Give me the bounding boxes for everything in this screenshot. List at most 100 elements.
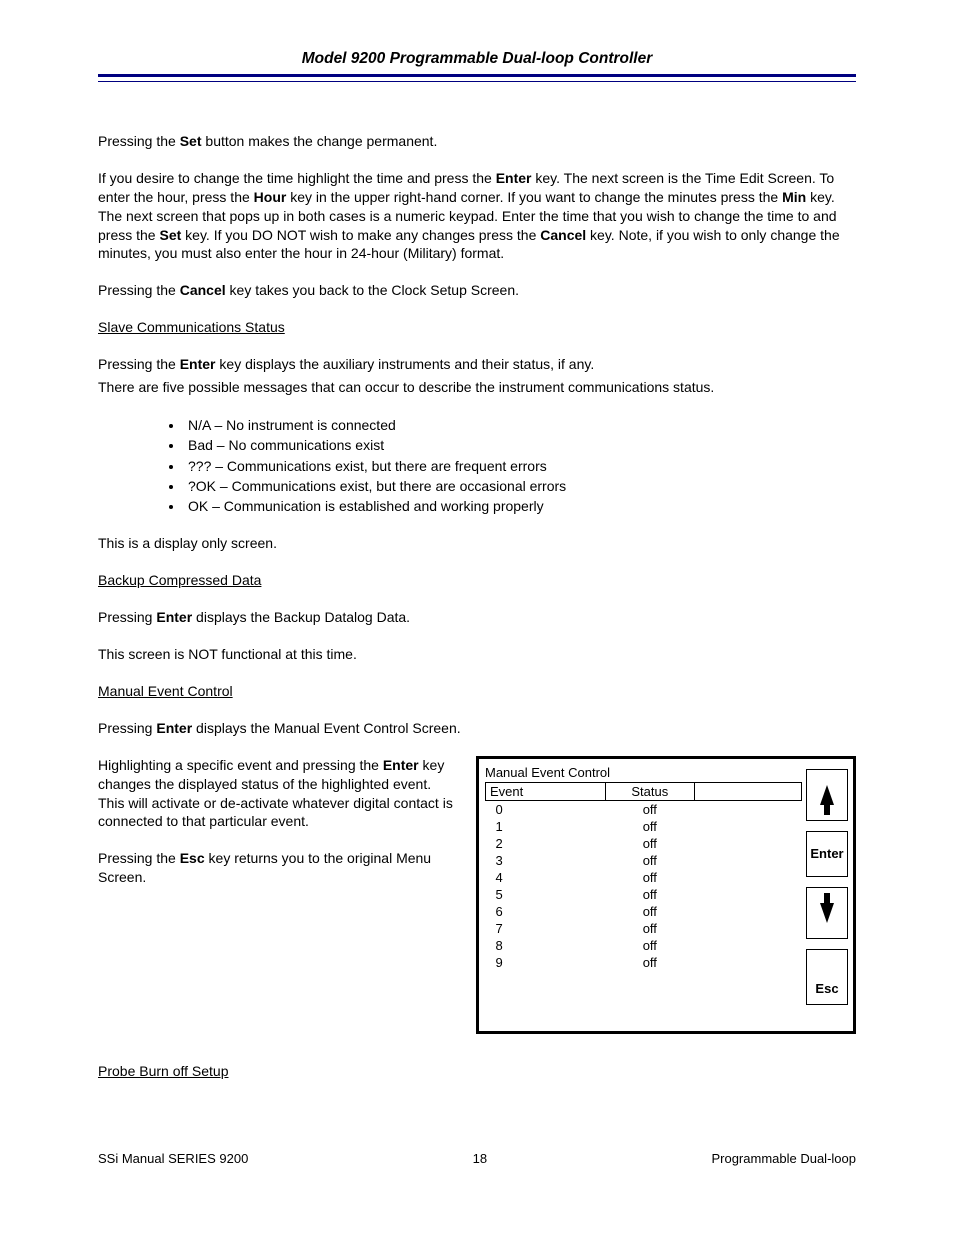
paragraph-manual-event-screen: Pressing Enter displays the Manual Event…: [98, 719, 856, 738]
arrow-down-icon: [820, 903, 834, 923]
col-status: Status: [606, 782, 694, 800]
key-enter: Enter: [156, 609, 192, 625]
event-id: 0: [486, 800, 606, 818]
section-backup-data: Backup Compressed Data: [98, 571, 856, 590]
enter-label: Enter: [810, 846, 843, 861]
key-cancel: Cancel: [540, 227, 586, 243]
event-status-table: Event Status 0off 1off 2off 3off 4off 5o…: [485, 782, 802, 971]
text: Pressing the: [98, 850, 180, 866]
two-column-layout: Highlighting a specific event and pressi…: [98, 756, 856, 1034]
footer-right: Programmable Dual-loop: [711, 1151, 856, 1166]
list-item: ??? – Communications exist, but there ar…: [184, 456, 856, 476]
col-event: Event: [486, 782, 606, 800]
event-status: off: [606, 920, 694, 937]
text: key takes you back to the Clock Setup Sc…: [226, 282, 519, 298]
table-row[interactable]: 4off: [486, 869, 802, 886]
table-row[interactable]: 1off: [486, 818, 802, 835]
footer-page-number: 18: [473, 1151, 487, 1166]
screen-button-column: Enter Esc: [806, 765, 848, 1026]
table-row[interactable]: 3off: [486, 852, 802, 869]
paragraph-highlight-event: Highlighting a specific event and pressi…: [98, 756, 456, 832]
paragraph-esc-return: Pressing the Esc key returns you to the …: [98, 849, 456, 887]
page: Model 9200 Programmable Dual-loop Contro…: [0, 0, 954, 1206]
section-slave-comm: Slave Communications Status: [98, 318, 856, 337]
text: button makes the change permanent.: [202, 133, 438, 149]
text: key. If you DO NOT wish to make any chan…: [181, 227, 540, 243]
status-messages-list: N/A – No instrument is connected Bad – N…: [98, 415, 856, 516]
key-enter: Enter: [383, 757, 419, 773]
event-id: 8: [486, 937, 606, 954]
text: Pressing the: [98, 282, 180, 298]
event-status: off: [606, 800, 694, 818]
paragraph-aux-instruments: Pressing the Enter key displays the auxi…: [98, 355, 856, 374]
key-enter: Enter: [156, 720, 192, 736]
manual-event-control-screen: Manual Event Control Event Status 0off 1…: [476, 756, 856, 1034]
paragraph-cancel-back: Pressing the Cancel key takes you back t…: [98, 281, 856, 300]
event-id: 4: [486, 869, 606, 886]
event-id: 7: [486, 920, 606, 937]
esc-label: Esc: [815, 981, 838, 996]
event-id: 6: [486, 903, 606, 920]
paragraph-set-permanent: Pressing the Set button makes the change…: [98, 132, 856, 151]
table-header-row: Event Status: [486, 782, 802, 800]
text: Highlighting a specific event and pressi…: [98, 757, 383, 773]
event-id: 2: [486, 835, 606, 852]
table-row[interactable]: 0off: [486, 800, 802, 818]
list-item: Bad – No communications exist: [184, 435, 856, 455]
event-status: off: [606, 852, 694, 869]
key-esc: Esc: [180, 850, 205, 866]
header-rule-thin: [98, 81, 856, 82]
arrow-up-icon: [820, 785, 834, 805]
key-enter: Enter: [180, 356, 216, 372]
event-status: off: [606, 818, 694, 835]
text: displays the Manual Event Control Screen…: [192, 720, 460, 736]
text: Pressing: [98, 720, 156, 736]
event-status: off: [606, 869, 694, 886]
screen-title: Manual Event Control: [485, 765, 802, 780]
event-status: off: [606, 903, 694, 920]
key-hour: Hour: [254, 189, 287, 205]
event-status: off: [606, 954, 694, 971]
page-header-title: Model 9200 Programmable Dual-loop Contro…: [98, 50, 856, 68]
table-row[interactable]: 8off: [486, 937, 802, 954]
table-row[interactable]: 6off: [486, 903, 802, 920]
key-min: Min: [782, 189, 806, 205]
enter-button[interactable]: Enter: [806, 831, 848, 877]
text: Pressing: [98, 609, 156, 625]
text: key in the upper right-hand corner. If y…: [286, 189, 782, 205]
screen-main-area: Manual Event Control Event Status 0off 1…: [485, 765, 802, 1026]
text: Pressing the: [98, 356, 180, 372]
paragraph-backup-datalog: Pressing Enter displays the Backup Datal…: [98, 608, 856, 627]
event-id: 1: [486, 818, 606, 835]
list-item: N/A – No instrument is connected: [184, 415, 856, 435]
key-enter: Enter: [496, 170, 532, 186]
event-status: off: [606, 835, 694, 852]
paragraph-time-edit: If you desire to change the time highlig…: [98, 169, 856, 263]
key-cancel: Cancel: [180, 282, 226, 298]
paragraph-not-functional: This screen is NOT functional at this ti…: [98, 645, 856, 664]
key-set: Set: [159, 227, 181, 243]
table-row[interactable]: 5off: [486, 886, 802, 903]
table-row[interactable]: 7off: [486, 920, 802, 937]
text: displays the Backup Datalog Data.: [192, 609, 410, 625]
header-rule-thick: [98, 74, 856, 77]
key-set: Set: [180, 133, 202, 149]
esc-button[interactable]: Esc: [806, 949, 848, 1005]
table-row[interactable]: 2off: [486, 835, 802, 852]
arrow-up-button[interactable]: [806, 769, 848, 821]
list-item: ?OK – Communications exist, but there ar…: [184, 476, 856, 496]
page-footer: SSi Manual SERIES 9200 18 Programmable D…: [98, 1151, 856, 1166]
event-status: off: [606, 886, 694, 903]
arrow-down-button[interactable]: [806, 887, 848, 939]
table-row[interactable]: 9off: [486, 954, 802, 971]
paragraph-five-messages: There are five possible messages that ca…: [98, 378, 856, 397]
text: If you desire to change the time highlig…: [98, 170, 496, 186]
event-id: 3: [486, 852, 606, 869]
event-id: 9: [486, 954, 606, 971]
text: key displays the auxiliary instruments a…: [216, 356, 595, 372]
text: Pressing the: [98, 133, 180, 149]
paragraph-display-only: This is a display only screen.: [98, 534, 856, 553]
col-empty: [694, 782, 801, 800]
list-item: OK – Communication is established and wo…: [184, 496, 856, 516]
section-probe-burnoff: Probe Burn off Setup: [98, 1062, 856, 1081]
